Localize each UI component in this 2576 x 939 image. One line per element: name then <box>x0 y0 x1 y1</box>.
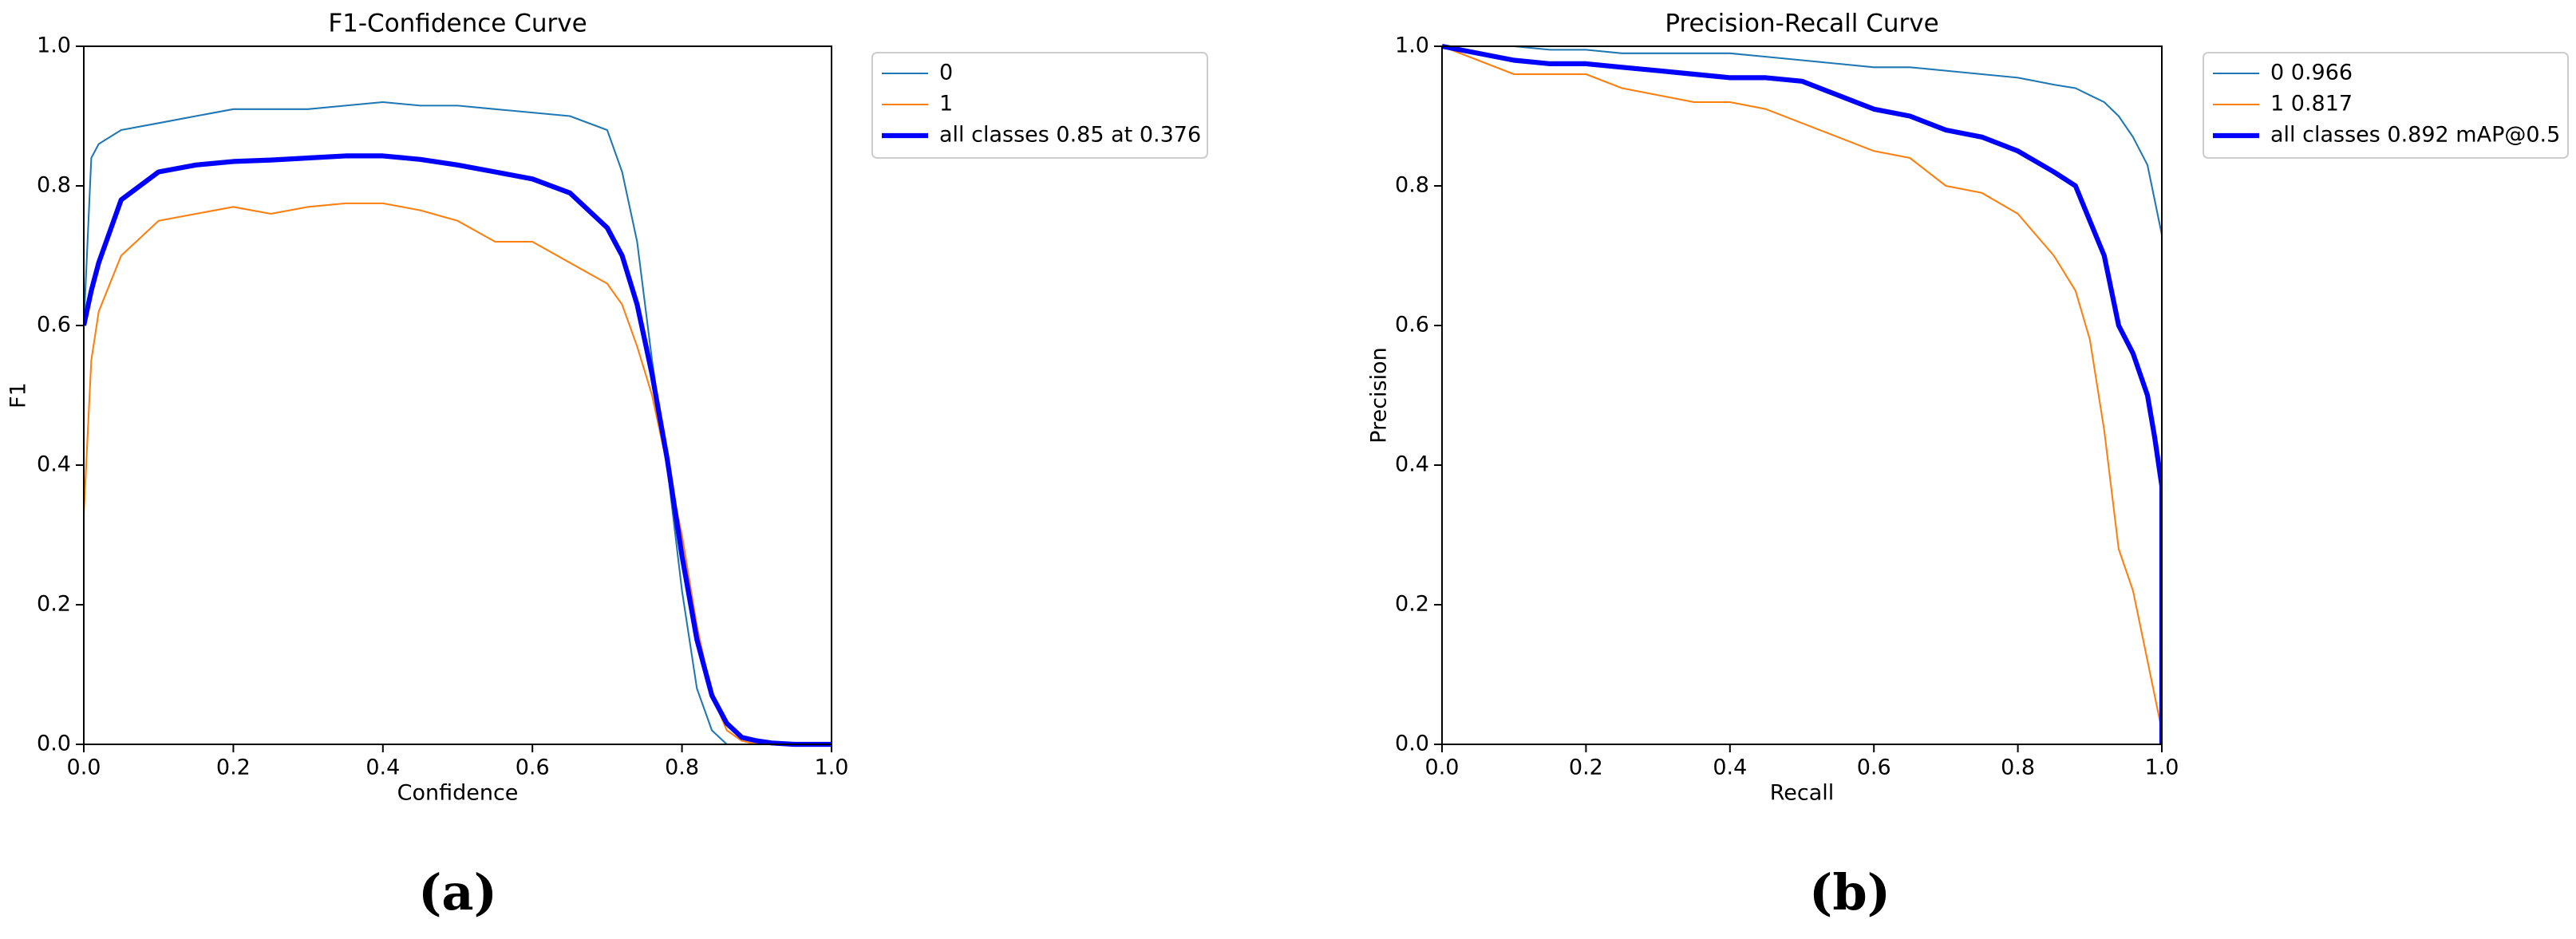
legend-label: 1 0.817 <box>2270 92 2353 116</box>
legend-label: all classes 0.892 mAP@0.5 <box>2270 123 2560 148</box>
series-line <box>84 101 728 745</box>
x-tick-label: 0.6 <box>1857 756 1891 780</box>
series-line <box>1442 45 2162 744</box>
x-tick-label: 0.2 <box>1569 756 1603 780</box>
y-tick-label: 0.8 <box>1395 173 1429 198</box>
y-tick-label: 0.0 <box>1395 732 1429 756</box>
y-tick-label: 0.0 <box>37 732 71 756</box>
y-tick-label: 0.8 <box>37 173 71 198</box>
x-tick-label: 0.8 <box>2001 756 2035 780</box>
plot-frame <box>83 45 832 745</box>
y-tick-label: 1.0 <box>1395 34 1429 58</box>
x-tick-label: 1.0 <box>2145 756 2179 780</box>
plot-frame <box>1441 45 2163 745</box>
chart-title: Precision-Recall Curve <box>1665 10 1938 38</box>
panel-caption: (b) <box>1809 863 1891 921</box>
y-tick-label: 0.6 <box>37 313 71 337</box>
x-tick-label: 0.0 <box>67 756 101 780</box>
x-axis-label: Confidence <box>397 781 519 806</box>
series-line <box>84 202 757 746</box>
series-line <box>1442 43 2162 744</box>
x-tick-label: 0.8 <box>665 756 699 780</box>
y-tick-label: 0.2 <box>1395 592 1429 617</box>
x-tick-label: 0.0 <box>1425 756 1460 780</box>
y-tick-label: 0.2 <box>37 592 71 617</box>
legend-label: 0 <box>939 61 953 85</box>
legend-label: 1 <box>939 92 953 116</box>
y-tick-label: 1.0 <box>37 34 71 58</box>
x-tick-label: 0.4 <box>1713 756 1747 780</box>
series-line <box>1442 45 2162 744</box>
panel-caption: (a) <box>418 863 497 921</box>
chart-title: F1-Confidence Curve <box>328 10 587 38</box>
y-axis-label: Precision <box>1367 347 1392 443</box>
legend-box <box>871 52 1208 159</box>
x-axis-label: Recall <box>1770 781 1835 806</box>
legend-label: all classes 0.85 at 0.376 <box>939 123 1201 148</box>
x-tick-label: 0.6 <box>516 756 550 780</box>
y-tick-label: 0.6 <box>1395 313 1429 337</box>
legend-label: 0 0.966 <box>2270 61 2353 85</box>
x-tick-label: 0.2 <box>216 756 251 780</box>
legend-box <box>2203 52 2569 159</box>
y-tick-label: 0.4 <box>37 452 71 477</box>
x-tick-label: 0.4 <box>365 756 400 780</box>
y-tick-label: 0.4 <box>1395 452 1429 477</box>
series-line <box>84 153 832 748</box>
y-axis-label: F1 <box>6 382 31 408</box>
x-tick-label: 1.0 <box>815 756 849 780</box>
